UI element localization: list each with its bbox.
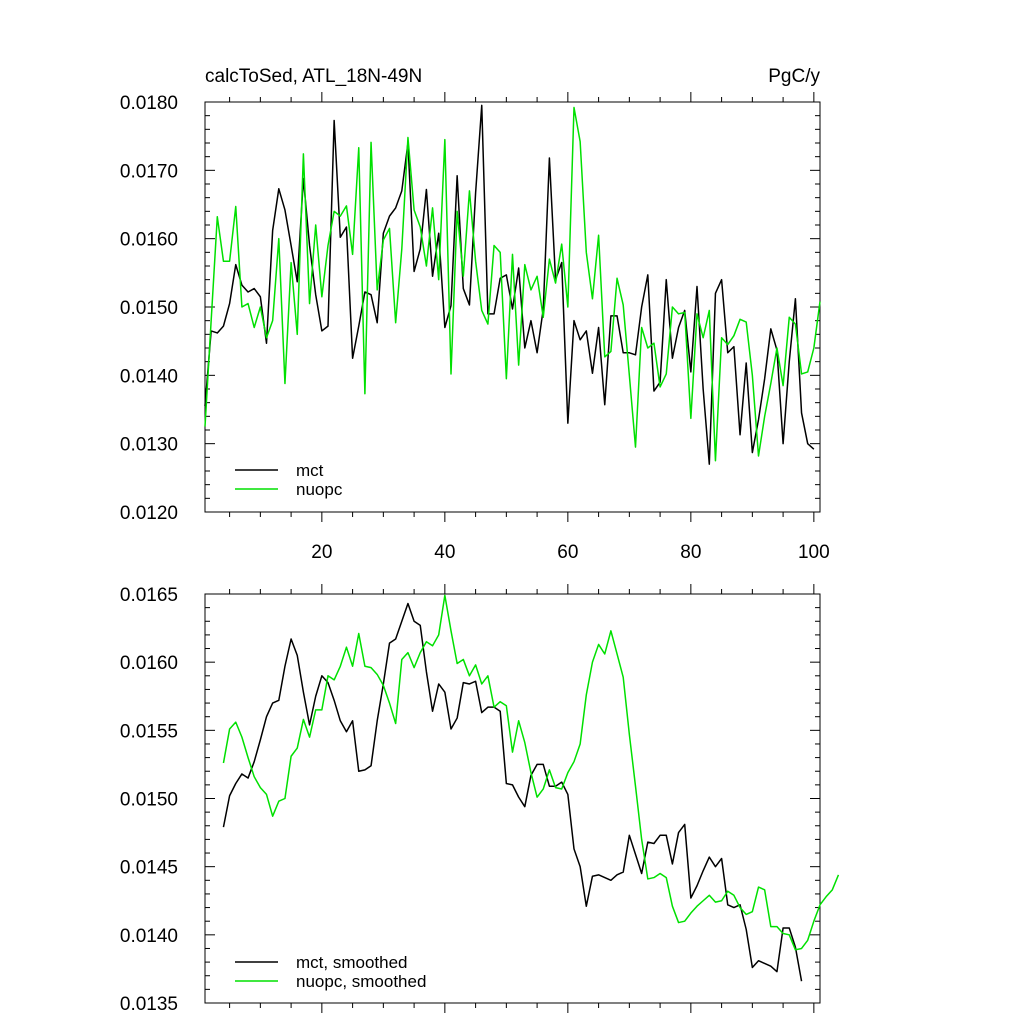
bottom-y-tick-label: 0.0150 <box>120 790 178 811</box>
top-y-tick-label: 0.0160 <box>120 230 178 251</box>
top-legend-label-mct: mct <box>296 461 324 480</box>
bottom-legend-label-mct-smoothed: mct, smoothed <box>296 953 408 972</box>
top-y-tick-label: 0.0140 <box>120 366 178 387</box>
top-x-tick-label: 100 <box>798 542 830 563</box>
bottom-y-tick-label: 0.0160 <box>120 653 178 674</box>
top-y-tick-label: 0.0170 <box>120 161 178 182</box>
bottom-legend-label-nuopc-smoothed: nuopc, smoothed <box>296 972 426 991</box>
top-panel-raw: 0.0120 0.0130 0.0140 0.0150 0.0160 0.0170 0.01… <box>120 92 830 563</box>
chart-title-left: calcToSed, ATL_18N-49N <box>205 66 422 87</box>
top-series-line-nuopc <box>204 106 821 462</box>
top-x-tick-label: 20 <box>311 542 332 563</box>
top-x-tick-label: 40 <box>434 542 455 563</box>
bottom-y-tick-label: 0.0165 <box>120 585 178 606</box>
top-legend-label-nuopc: nuopc <box>296 480 343 499</box>
bottom-y-tick-label: 0.0155 <box>120 721 178 742</box>
bottom-panel-smoothed: 0.0135 0.0140 0.0145 0.0150 0.0155 0.0160 0.01… <box>120 584 840 1015</box>
top-y-tick-label: 0.0150 <box>120 298 178 319</box>
bottom-series-line-nuopc-smoothed <box>222 594 840 951</box>
bottom-y-tick-label: 0.0145 <box>120 858 178 879</box>
bottom-y-tick-label: 0.0135 <box>120 994 178 1015</box>
top-y-tick-label: 0.0120 <box>120 503 178 524</box>
bottom-y-tick-label: 0.0140 <box>120 926 178 947</box>
chart-units-label: PgC/y <box>768 66 820 87</box>
top-y-tick-label: 0.0130 <box>120 435 178 456</box>
bottom-series-line-mct-smoothed <box>222 602 803 982</box>
top-y-tick-label: 0.0180 <box>120 93 178 114</box>
top-x-tick-label: 60 <box>557 542 578 563</box>
top-x-tick-label: 80 <box>680 542 701 563</box>
